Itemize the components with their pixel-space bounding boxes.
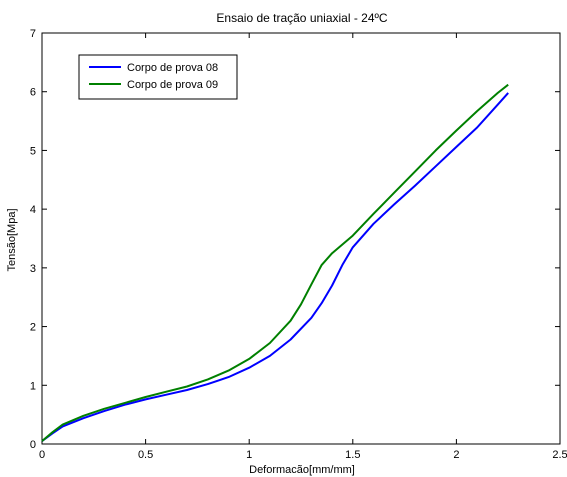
y-tick-label: 6 xyxy=(30,87,36,99)
y-tick-label: 1 xyxy=(30,380,36,392)
chart-title: Ensaio de tração uniaxial - 24ºC xyxy=(216,11,387,25)
y-tick-label: 5 xyxy=(30,145,36,157)
x-tick-label: 0 xyxy=(39,449,45,461)
legend-entry-label: Corpo de prova 08 xyxy=(127,62,218,74)
series-line-2 xyxy=(41,83,509,442)
y-tick-label: 2 xyxy=(30,322,36,334)
legend-box xyxy=(78,54,238,100)
x-axis-label: Deformacão[mm/mm] xyxy=(249,464,355,476)
plot-frame xyxy=(41,32,561,445)
x-tick-label: 1 xyxy=(246,449,252,461)
x-tick-label: 2 xyxy=(453,449,459,461)
x-tick-label: 1.5 xyxy=(345,449,360,461)
x-tick-label: 0.5 xyxy=(138,449,153,461)
legend-entry-label: Corpo de prova 09 xyxy=(127,79,218,91)
y-tick-label: 0 xyxy=(30,439,36,451)
legend: Corpo de prova 08 Corpo de prova 09 xyxy=(78,54,238,100)
series-line-1 xyxy=(41,92,509,442)
y-tick-label: 3 xyxy=(30,263,36,275)
y-axis-label: Tensão[Mpa] xyxy=(6,209,18,272)
x-tick-label: 2.5 xyxy=(552,449,567,461)
y-tick-label: 7 xyxy=(30,28,36,40)
y-tick-label: 4 xyxy=(30,204,36,216)
